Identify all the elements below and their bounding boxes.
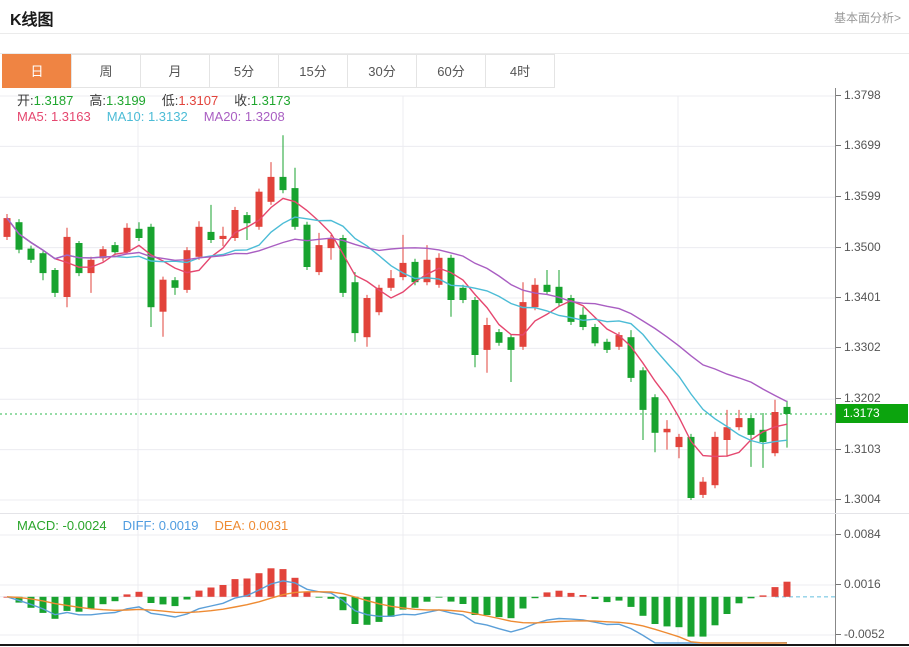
macd-legend: MACD: -0.0024 DIFF: 0.0019 DEA: 0.0031 [17,518,304,533]
price-tick-label: 1.3599 [835,189,881,204]
price-tick-label: 1.3302 [835,340,881,355]
ma-legend: MA5: 1.3163 MA10: 1.3132 MA20: 1.3208 [17,109,301,124]
tab-15分[interactable]: 15分 [278,54,348,88]
dea-value: 0.0031 [248,518,289,533]
open-label: 开: [17,93,34,108]
close-label: 收: [234,93,251,108]
axis-separator-line [835,88,836,645]
ma5-label: MA5: [17,109,48,124]
open-value: 1.3187 [33,93,74,108]
bottom-border [0,644,909,646]
tab-日[interactable]: 日 [2,54,72,88]
ma10-label: MA10: [106,109,145,124]
tab-5分[interactable]: 5分 [209,54,279,88]
macd-tick-label: -0.0052 [835,627,885,642]
price-tick-label: 1.3798 [835,88,881,103]
ma20-label: MA20: [203,109,242,124]
macd-label: MACD: [17,518,59,533]
price-tick-label: 1.3202 [835,391,881,406]
low-value: 1.3107 [178,93,219,108]
macd-tick-label: 0.0016 [835,577,881,592]
price-tick-label: 1.3699 [835,138,881,153]
panel-divider [0,513,909,514]
tab-60分[interactable]: 60分 [416,54,486,88]
diff-label: DIFF: [122,518,156,533]
ohlc-legend: 开:1.3187 高:1.3199 低:1.3107 收:1.3173 [17,90,307,109]
diff-value: 0.0019 [158,518,199,533]
macd-value: -0.0024 [62,518,107,533]
tab-30分[interactable]: 30分 [347,54,417,88]
price-axis: 1.3798 1.3699 1.3599 1.3500 1.3401 1.3302 1.32… [835,0,909,647]
tab-月[interactable]: 月 [140,54,210,88]
low-label: 低: [161,93,179,108]
header-divider [0,33,909,34]
ma10-value: 1.3132 [147,109,188,124]
price-tick-label: 1.3500 [835,240,881,255]
close-value: 1.3173 [250,93,291,108]
price-tick-label: 1.3103 [835,442,881,457]
tab-周[interactable]: 周 [71,54,141,88]
page-title: K线图 [10,12,54,29]
price-tick-label: 1.3401 [835,290,881,305]
dea-label: DEA: [214,518,245,533]
interval-tabbar: 日周月 5分 15分 30分 60分 4时 [0,53,909,88]
ma5-value: 1.3163 [50,109,91,124]
fundamental-analysis-link[interactable]: 基本面分析> [833,11,901,25]
candlestick-chart[interactable] [0,88,835,513]
macd-chart[interactable] [0,515,835,645]
last-price-badge: 1.3173 [836,404,908,423]
high-value: 1.3199 [106,93,146,108]
tab-4时[interactable]: 4时 [485,54,555,88]
price-tick-label: 1.3004 [835,492,881,507]
ma20-value: 1.3208 [244,109,285,124]
macd-tick-label: 0.0084 [835,527,881,542]
high-label: 高: [89,93,107,108]
